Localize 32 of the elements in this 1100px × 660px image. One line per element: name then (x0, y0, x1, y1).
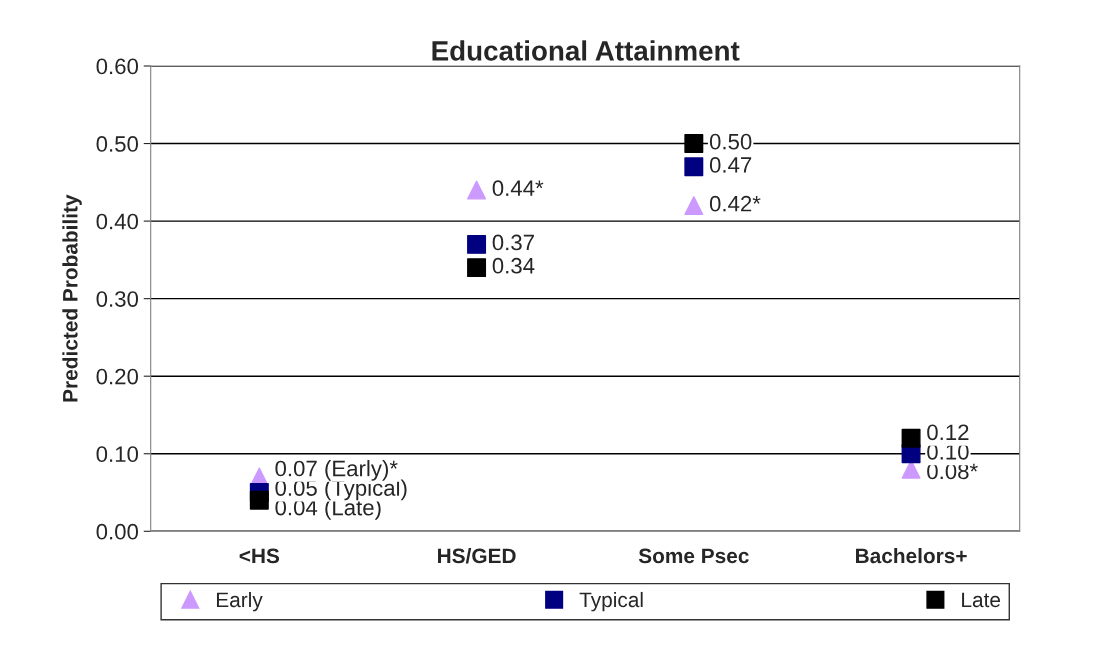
point (467, 258, 487, 278)
x-tick-label: <HS (239, 548, 280, 564)
data-label: 0.44* (492, 180, 544, 197)
point (684, 157, 704, 177)
data-label: 0.37 (492, 234, 534, 251)
chart-title: Educational Attainment (432, 40, 740, 61)
legend-label: Late (962, 592, 1001, 608)
data-label: 0.07 (Early)* (275, 460, 398, 481)
legend-label: Early (216, 591, 263, 612)
point (901, 428, 921, 448)
point (684, 196, 704, 216)
point (249, 490, 269, 510)
data-label: 0.42* (709, 195, 761, 212)
y-tick-label: 0.60 (96, 58, 139, 75)
data-label: 0.12 (927, 424, 969, 441)
y-tick-label: 0.50 (96, 136, 139, 152)
point (684, 134, 704, 154)
legend-label: Typical (579, 591, 643, 612)
point (467, 180, 487, 200)
data-label: 0.47 (709, 157, 752, 173)
x-tick-label: Bachelors+ (856, 547, 967, 564)
data-label: 0.50 (709, 133, 752, 150)
x-tick-label: HS/GED (438, 547, 516, 564)
y-tick-label: 0.20 (96, 368, 139, 385)
x-tick-label: Some Psec (638, 548, 749, 564)
point (467, 234, 487, 254)
y-tick-label: 0.10 (96, 446, 139, 463)
y-tick-label: 0.30 (96, 291, 139, 307)
data-label: 0.34 (492, 257, 535, 274)
y-tick-label: 0.00 (96, 523, 139, 540)
y-tick-label: 0.40 (96, 213, 139, 230)
y-axis-title: Predicted Probability (62, 194, 82, 402)
